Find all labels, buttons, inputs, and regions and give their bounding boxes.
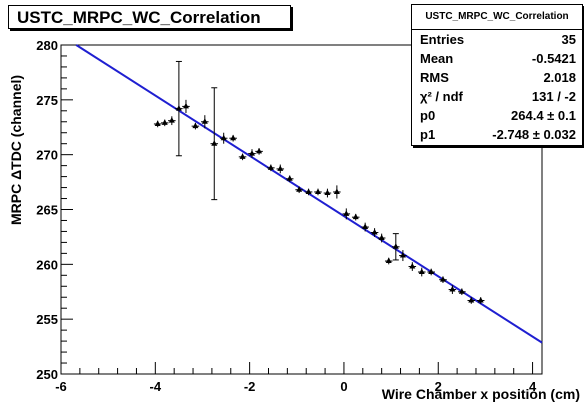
data-point	[449, 286, 456, 292]
stats-value: 35	[561, 32, 576, 47]
y-tick-label: 255	[36, 312, 58, 327]
stats-value: -0.5421	[531, 51, 576, 66]
y-tick-label: 250	[36, 367, 58, 382]
stats-label: χ² / ndf	[420, 89, 463, 104]
data-point	[399, 252, 406, 258]
data-point	[458, 288, 465, 294]
data-point	[175, 105, 182, 111]
stats-row: p1 -2.748 ± 0.032	[412, 125, 582, 145]
x-tick-label: 4	[529, 379, 537, 394]
data-point	[305, 188, 312, 194]
data-point	[343, 210, 350, 216]
data-point	[161, 119, 168, 125]
data-point	[315, 188, 322, 194]
x-axis-label: Wire Chamber x position (cm)	[381, 386, 580, 402]
x-tick-label: -6	[55, 379, 67, 394]
data-point	[182, 102, 189, 109]
y-tick-label: 265	[36, 203, 58, 218]
data-point	[248, 150, 255, 156]
x-tick-label: -2	[244, 379, 256, 394]
data-point	[392, 243, 399, 249]
data-point	[428, 268, 435, 275]
data-point	[168, 117, 175, 123]
data-point	[418, 268, 425, 275]
data-point	[468, 297, 475, 303]
histogram-title-text: USTC_MRPC_WC_Correlation	[17, 8, 261, 27]
data-point	[352, 213, 359, 220]
data-point	[333, 188, 340, 194]
data-point	[230, 134, 237, 141]
data-point	[211, 140, 218, 146]
data-point	[154, 120, 161, 126]
stats-label: Mean	[420, 51, 454, 66]
stats-label: p1	[420, 127, 436, 142]
stats-label: Entries	[420, 32, 465, 47]
stats-label: p0	[420, 108, 436, 123]
y-tick-label: 270	[36, 148, 58, 163]
stats-box: USTC_MRPC_WC_Correlation Entries 35 Mean…	[411, 4, 583, 146]
data-point	[362, 223, 369, 230]
stats-row: Entries 35	[412, 30, 582, 50]
data-point	[267, 164, 274, 170]
stats-value: 2.018	[543, 70, 576, 85]
data-point	[324, 189, 331, 196]
y-tick-label: 260	[36, 257, 58, 272]
data-point	[201, 118, 208, 124]
data-point	[286, 175, 293, 181]
stats-row: RMS 2.018	[412, 68, 582, 88]
data-point	[192, 122, 199, 129]
stats-value: -2.748 ± 0.032	[492, 127, 576, 142]
x-tick-label: 0	[340, 379, 347, 394]
data-point	[371, 229, 378, 235]
stats-value: 264.4 ± 0.1	[511, 108, 576, 123]
x-tick-label: 2	[435, 379, 442, 394]
y-tick-label: 280	[36, 38, 58, 53]
stats-row: χ² / ndf 131 / -2	[412, 87, 582, 107]
data-point	[378, 234, 385, 241]
data-point	[385, 257, 392, 264]
data-point	[439, 276, 446, 282]
data-point	[477, 297, 484, 303]
data-point	[277, 165, 284, 171]
stats-value: 131 / -2	[531, 89, 576, 104]
data-point	[239, 153, 246, 159]
data-point	[296, 186, 303, 192]
y-tick-label: 275	[36, 93, 58, 108]
data-point	[409, 263, 416, 269]
stats-row: p0 264.4 ± 0.1	[412, 106, 582, 126]
stats-label: RMS	[420, 70, 449, 85]
stats-row: Mean -0.5421	[412, 49, 582, 69]
data-point	[256, 147, 263, 154]
y-axis-label: MRPC ΔTDC (channel)	[8, 74, 24, 226]
x-tick-label: -4	[150, 379, 162, 394]
data-point	[220, 134, 227, 141]
stats-title: USTC_MRPC_WC_Correlation	[412, 5, 582, 30]
histogram-title: USTC_MRPC_WC_Correlation	[8, 5, 291, 29]
